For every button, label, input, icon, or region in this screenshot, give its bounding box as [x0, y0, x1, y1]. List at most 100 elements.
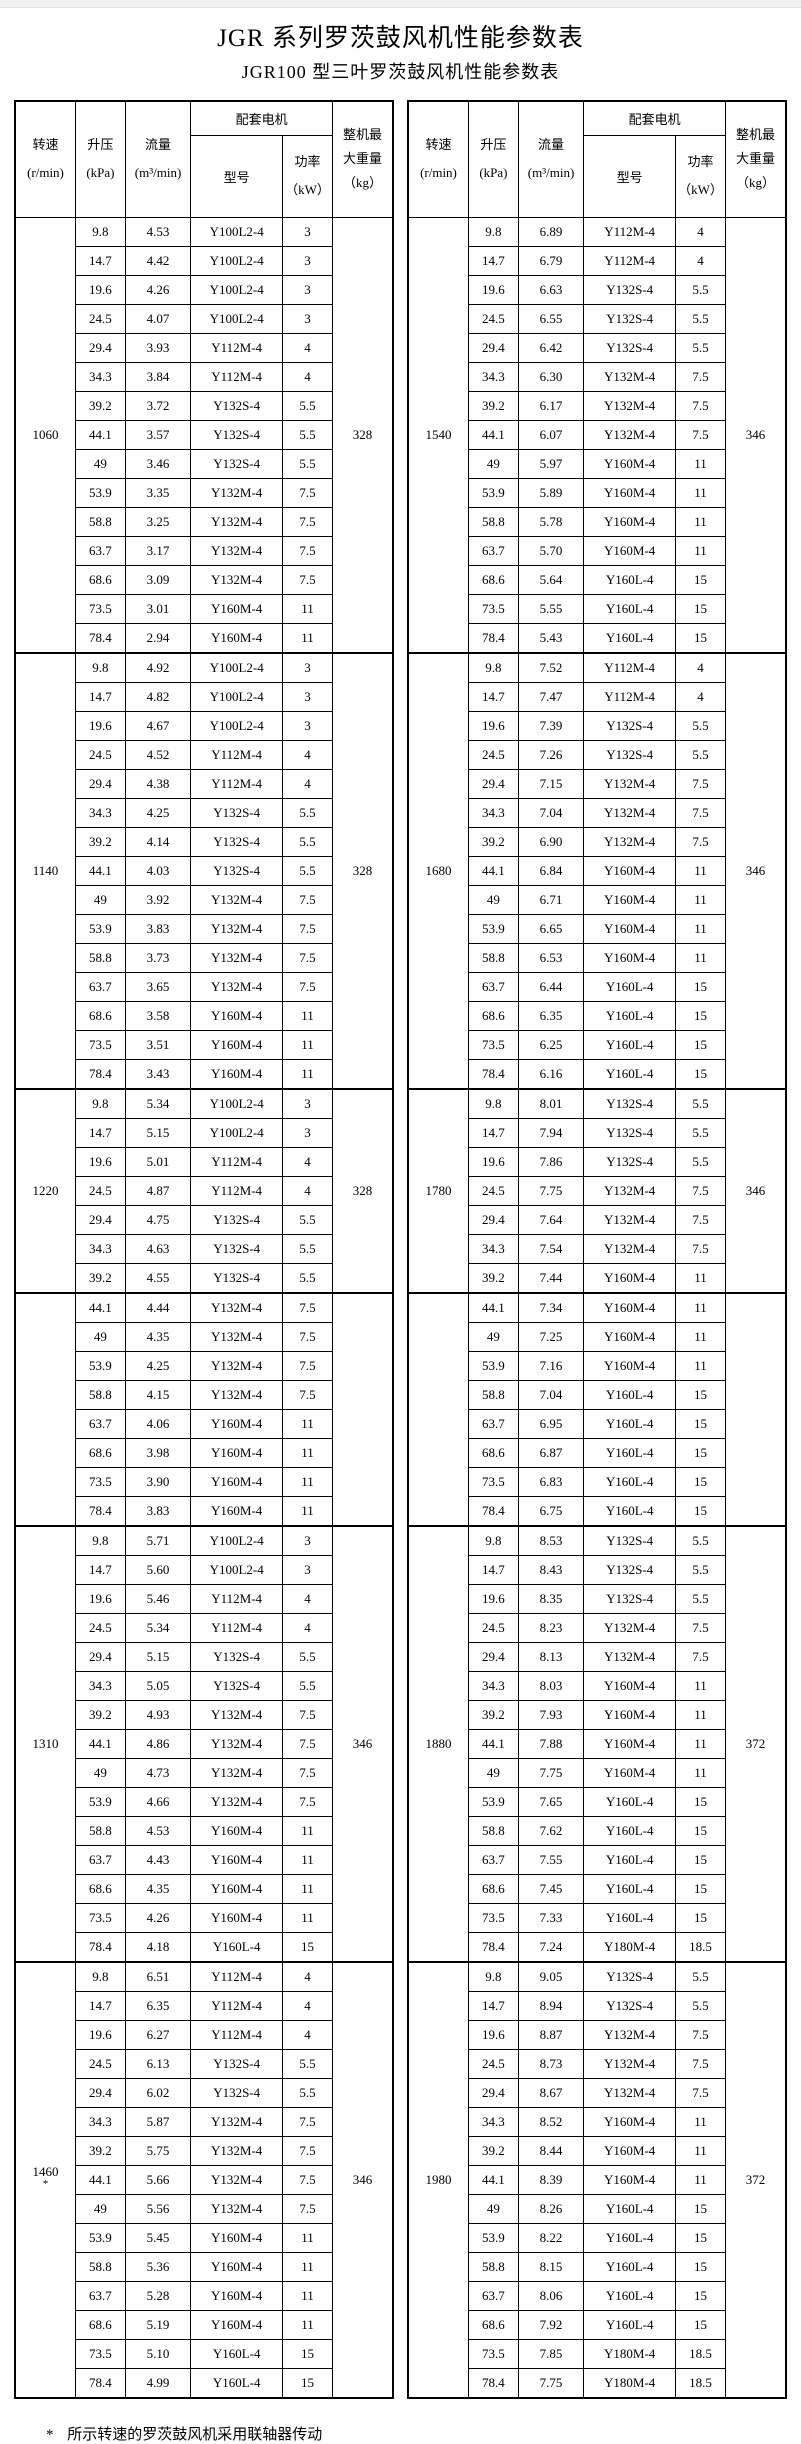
pressure-cell: 39.2 — [467, 1262, 519, 1293]
flow-cell: 7.92 — [517, 2309, 585, 2340]
model-cell: Y180M-4 — [583, 1931, 677, 1962]
model-cell: Y132M-4 — [583, 826, 677, 857]
power-cell: 5.5 — [675, 1087, 726, 1119]
power-cell: 11 — [675, 1670, 726, 1701]
power-cell: 11 — [675, 2164, 726, 2195]
model-cell: Y112M-4 — [190, 1146, 284, 1177]
power-cell: 5.5 — [675, 1117, 726, 1148]
model-cell: Y112M-4 — [190, 1960, 284, 1992]
header-pressure-unit: (kPa) — [86, 165, 115, 181]
flow-cell: 8.39 — [517, 2164, 585, 2195]
model-cell: Y132M-4 — [190, 1786, 284, 1817]
model-cell: Y132S-4 — [190, 1204, 284, 1235]
flow-cell: 4.26 — [124, 274, 192, 305]
flow-cell: 7.04 — [517, 1379, 585, 1410]
flow-cell: 6.89 — [517, 216, 585, 247]
flow-cell: 7.86 — [517, 1146, 585, 1177]
table-row: 78.4 7.24 Y180M-4 18.5 — [408, 1931, 786, 1962]
flow-cell: 5.97 — [517, 448, 585, 479]
power-cell: 3 — [282, 1524, 333, 1556]
header-motor-group: 配套电机 — [190, 100, 333, 136]
flow-cell: 6.55 — [517, 303, 585, 334]
model-cell: Y160M-4 — [583, 855, 677, 886]
pressure-cell: 44.1 — [74, 1728, 126, 1759]
flow-cell: 8.26 — [517, 2193, 585, 2224]
header-pressure-unit: (kPa) — [479, 165, 508, 181]
flow-cell: 6.44 — [517, 971, 585, 1002]
flow-cell: 4.55 — [124, 1262, 192, 1293]
performance-table-right: 转速 (r/min) 升压 (kPa) 流量 (m³/min) 配套电机 整机最 — [407, 100, 787, 2399]
table-row: 19.6 7.86 Y132S-4 5.5 — [408, 1146, 786, 1177]
header-speed: 转速 (r/min) — [14, 100, 76, 218]
model-cell: Y132S-4 — [583, 710, 677, 741]
pressure-cell: 73.5 — [467, 1902, 519, 1933]
flow-cell: 4.42 — [124, 245, 192, 276]
pressure-cell: 39.2 — [74, 2135, 126, 2166]
speed-value: 1780 — [425, 1182, 452, 1198]
pressure-cell: 29.4 — [467, 332, 519, 363]
model-cell: Y160L-4 — [583, 1495, 677, 1526]
pressure-cell: 78.4 — [74, 1931, 126, 1962]
flow-cell: 8.53 — [517, 1524, 585, 1556]
flow-cell: 6.75 — [517, 1495, 585, 1526]
power-cell: 7.5 — [675, 797, 726, 828]
pressure-cell: 68.6 — [74, 564, 126, 595]
power-cell: 7.5 — [675, 1641, 726, 1672]
flow-cell: 8.03 — [517, 1670, 585, 1701]
pressure-cell: 34.3 — [74, 797, 126, 828]
power-cell: 7.5 — [282, 477, 333, 508]
flow-cell: 4.03 — [124, 855, 192, 886]
model-cell: Y100L2-4 — [190, 216, 284, 247]
model-cell: Y160L-4 — [583, 1379, 677, 1410]
table-row: 63.7 3.65 Y132M-4 7.5 — [15, 971, 393, 1002]
flow-cell: 5.10 — [124, 2338, 192, 2369]
flow-cell: 8.06 — [517, 2280, 585, 2311]
pressure-cell: 14.7 — [467, 1554, 519, 1585]
pressure-cell: 14.7 — [74, 1990, 126, 2021]
pressure-cell: 19.6 — [74, 710, 126, 741]
flow-cell: 4.25 — [124, 1350, 192, 1381]
flow-cell: 4.38 — [124, 768, 192, 799]
model-cell: Y112M-4 — [190, 768, 284, 799]
power-cell: 11 — [282, 1029, 333, 1060]
table-row: 58.8 4.53 Y160M-4 11 — [15, 1815, 393, 1846]
speed-value: 1140 — [32, 862, 59, 878]
tables-container: 转速 (r/min) 升压 (kPa) 流量 (m³/min) 配套电机 整机最 — [14, 100, 787, 2399]
pressure-cell: 73.5 — [74, 1902, 126, 1933]
pressure-cell: 49 — [467, 2193, 519, 2224]
table-row: 78.4 3.83 Y160M-4 11 — [15, 1495, 393, 1526]
speed-value: 1980 — [425, 2171, 452, 2187]
model-cell: Y160M-4 — [190, 2280, 284, 2311]
table-row: 68.6 3.98 Y160M-4 11 — [15, 1437, 393, 1468]
footnote-marker: * — [46, 2426, 54, 2443]
speed-cell: 1140 — [14, 651, 76, 1089]
model-cell: Y160M-4 — [583, 1350, 677, 1381]
flow-cell: 4.07 — [124, 303, 192, 334]
model-cell: Y112M-4 — [190, 739, 284, 770]
flow-cell: 4.93 — [124, 1699, 192, 1730]
pressure-cell: 29.4 — [467, 768, 519, 799]
flow-cell: 3.09 — [124, 564, 192, 595]
pressure-cell: 63.7 — [74, 1844, 126, 1875]
pressure-cell: 63.7 — [74, 535, 126, 566]
model-cell: Y100L2-4 — [190, 681, 284, 712]
power-cell: 5.5 — [282, 855, 333, 886]
pressure-cell: 63.7 — [467, 1844, 519, 1875]
flow-cell: 5.70 — [517, 535, 585, 566]
table-row: 68.6 4.35 Y160M-4 11 — [15, 1873, 393, 1904]
flow-cell: 5.60 — [124, 1554, 192, 1585]
model-cell: Y160M-4 — [190, 1815, 284, 1846]
flow-cell: 7.26 — [517, 739, 585, 770]
power-cell: 4 — [282, 1175, 333, 1206]
table-row: 58.8 3.25 Y132M-4 7.5 — [15, 506, 393, 537]
pressure-cell: 49 — [467, 1321, 519, 1352]
header-weight-label2: 大重量 — [735, 151, 775, 167]
power-cell: 7.5 — [675, 2077, 726, 2108]
model-cell: Y160L-4 — [583, 1815, 677, 1846]
table-row: 58.8 4.15 Y132M-4 7.5 — [15, 1379, 393, 1410]
table-row: 78.4 5.43 Y160L-4 15 — [408, 622, 786, 653]
table-row: 73.5 7.33 Y160L-4 15 — [408, 1902, 786, 1933]
pressure-cell: 19.6 — [74, 274, 126, 305]
pressure-cell: 29.4 — [467, 1641, 519, 1672]
